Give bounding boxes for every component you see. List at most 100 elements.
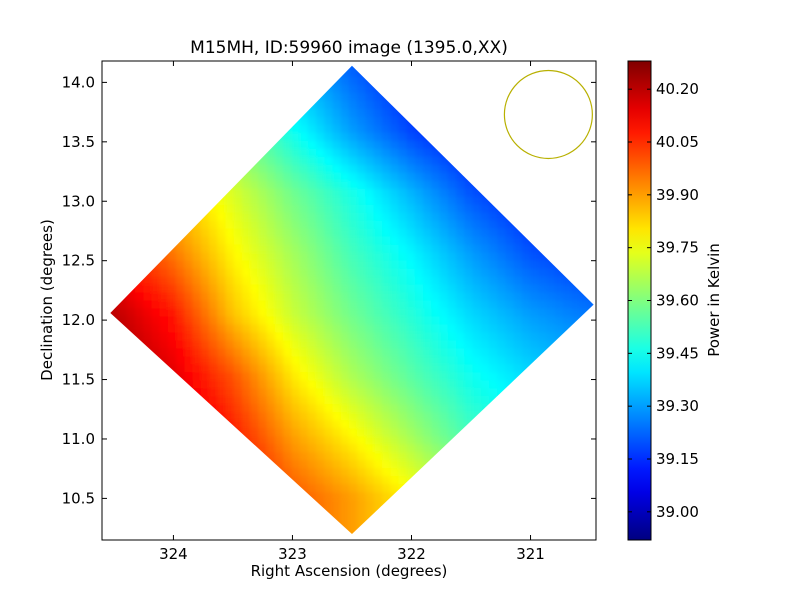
- heatmap-cell: [423, 508, 433, 517]
- axes-frame: [101, 60, 597, 541]
- heatmap-cell: [209, 132, 219, 142]
- heatmap-cell: [266, 316, 276, 326]
- heatmap-cell: [414, 180, 424, 190]
- heatmap-cell: [241, 156, 251, 166]
- heatmap-cell: [538, 380, 548, 390]
- heatmap-cell: [472, 212, 482, 222]
- heatmap-cell: [390, 324, 400, 334]
- heatmap-cell: [151, 372, 161, 382]
- heatmap-cell: [390, 188, 400, 198]
- heatmap-cell: [266, 348, 276, 358]
- heatmap-cell: [159, 244, 169, 254]
- heatmap-cell: [316, 316, 326, 326]
- heatmap-cell: [332, 324, 342, 334]
- heatmap-cell: [184, 252, 194, 262]
- heatmap-cell: [464, 372, 474, 382]
- heatmap-cell: [340, 124, 350, 134]
- heatmap-cell: [521, 100, 531, 110]
- heatmap-cell: [274, 292, 284, 302]
- heatmap-cell: [538, 124, 548, 134]
- heatmap-cell: [571, 420, 581, 430]
- heatmap-cell: [480, 396, 490, 406]
- heatmap-cell: [497, 332, 507, 342]
- heatmap-cell: [398, 300, 408, 310]
- heatmap-cell: [431, 188, 441, 198]
- heatmap-cell: [291, 308, 301, 318]
- heatmap-cell: [472, 92, 482, 102]
- heatmap-cell: [167, 428, 177, 438]
- heatmap-cell: [464, 148, 474, 158]
- heatmap-cell: [233, 76, 243, 86]
- heatmap-cell: [118, 116, 128, 126]
- heatmap-cell: [439, 252, 449, 262]
- heatmap-cell: [456, 172, 466, 182]
- heatmap-cell: [464, 388, 474, 398]
- heatmap-cell: [563, 140, 573, 150]
- heatmap-cell: [176, 108, 186, 118]
- heatmap-cell: [464, 92, 474, 102]
- heatmap-cell: [110, 180, 120, 190]
- heatmap-cell: [324, 260, 334, 270]
- heatmap-cell: [126, 428, 136, 438]
- heatmap-cell: [167, 316, 177, 326]
- heatmap-cell: [431, 348, 441, 358]
- heatmap-cell: [381, 220, 391, 230]
- heatmap-cell: [307, 388, 317, 398]
- heatmap-cell: [134, 300, 144, 310]
- heatmap-cell: [521, 164, 531, 174]
- heatmap-cell: [505, 268, 515, 278]
- heatmap-cell: [209, 276, 219, 286]
- heatmap-cell: [390, 388, 400, 398]
- heatmap-cell: [332, 244, 342, 254]
- heatmap-cell: [497, 204, 507, 214]
- heatmap-cell: [505, 348, 515, 358]
- heatmap-cell: [513, 268, 523, 278]
- heatmap-cell: [390, 172, 400, 182]
- heatmap-cell: [349, 292, 359, 302]
- heatmap-cell: [241, 76, 251, 86]
- heatmap-cell: [414, 140, 424, 150]
- heatmap-cell: [447, 428, 457, 438]
- heatmap-cell: [513, 132, 523, 142]
- heatmap-cell: [241, 196, 251, 206]
- heatmap-cell: [291, 292, 301, 302]
- heatmap-cell: [274, 492, 284, 501]
- heatmap-cell: [167, 100, 177, 110]
- heatmap-cell: [192, 252, 202, 262]
- heatmap-cell: [497, 420, 507, 430]
- heatmap-cell: [143, 260, 153, 270]
- heatmap-cell: [209, 212, 219, 222]
- heatmap-cell: [324, 388, 334, 398]
- heatmap-cell: [126, 276, 136, 286]
- heatmap-cell: [513, 124, 523, 134]
- heatmap-cell: [340, 364, 350, 374]
- heatmap-cell: [134, 65, 144, 70]
- heatmap-cell: [554, 436, 564, 445]
- heatmap-cell: [266, 188, 276, 198]
- heatmap-cell: [530, 180, 540, 190]
- heatmap-cell: [546, 404, 556, 414]
- heatmap-cell: [456, 508, 466, 517]
- heatmap-cell: [217, 220, 227, 230]
- heatmap-cell: [546, 100, 556, 110]
- heatmap-cell: [307, 156, 317, 166]
- heatmap-cell: [332, 420, 342, 430]
- heatmap-cell: [110, 476, 120, 485]
- heatmap-cell: [480, 492, 490, 501]
- heatmap-cell: [110, 252, 120, 262]
- heatmap-cell: [340, 100, 350, 110]
- heatmap-cell: [521, 196, 531, 206]
- heatmap-cell: [530, 380, 540, 390]
- heatmap-cell: [316, 404, 326, 414]
- heatmap-cell: [472, 404, 482, 414]
- heatmap-cell: [225, 252, 235, 262]
- heatmap-cell: [176, 412, 186, 422]
- heatmap-cell: [571, 348, 581, 358]
- heatmap-cell: [381, 284, 391, 294]
- heatmap-cell: [324, 452, 334, 461]
- heatmap-cell: [521, 228, 531, 238]
- heatmap-cell: [299, 428, 309, 438]
- heatmap-cell: [521, 500, 531, 509]
- heatmap-cell: [126, 124, 136, 134]
- heatmap-cell: [414, 412, 424, 422]
